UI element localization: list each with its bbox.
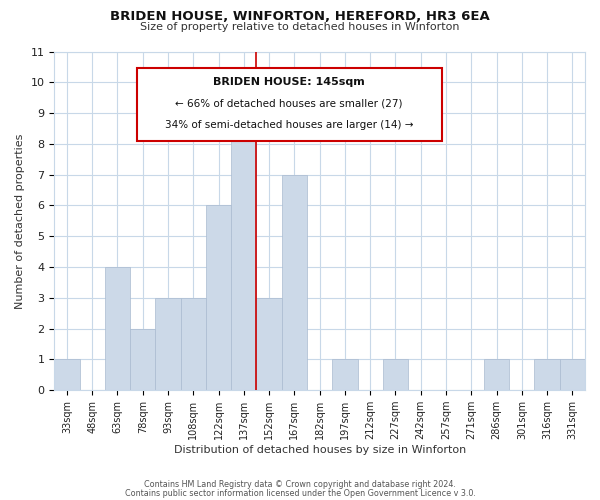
Text: BRIDEN HOUSE: 145sqm: BRIDEN HOUSE: 145sqm [213, 76, 365, 86]
Text: Size of property relative to detached houses in Winforton: Size of property relative to detached ho… [140, 22, 460, 32]
FancyBboxPatch shape [137, 68, 442, 142]
Bar [484, 360, 509, 390]
Bar [560, 360, 585, 390]
Text: 34% of semi-detached houses are larger (14) →: 34% of semi-detached houses are larger (… [165, 120, 413, 130]
Bar [332, 360, 358, 390]
Bar [282, 174, 307, 390]
Bar [256, 298, 282, 390]
Text: BRIDEN HOUSE, WINFORTON, HEREFORD, HR3 6EA: BRIDEN HOUSE, WINFORTON, HEREFORD, HR3 6… [110, 10, 490, 23]
Bar [181, 298, 206, 390]
Text: Contains public sector information licensed under the Open Government Licence v : Contains public sector information licen… [125, 488, 475, 498]
Text: ← 66% of detached houses are smaller (27): ← 66% of detached houses are smaller (27… [175, 98, 403, 108]
Bar [54, 360, 80, 390]
Bar [231, 113, 256, 390]
Bar [535, 360, 560, 390]
X-axis label: Distribution of detached houses by size in Winforton: Distribution of detached houses by size … [173, 445, 466, 455]
Bar [383, 360, 408, 390]
Bar [130, 328, 155, 390]
Bar [155, 298, 181, 390]
Y-axis label: Number of detached properties: Number of detached properties [15, 133, 25, 308]
Bar [105, 267, 130, 390]
Bar [206, 206, 231, 390]
Text: Contains HM Land Registry data © Crown copyright and database right 2024.: Contains HM Land Registry data © Crown c… [144, 480, 456, 489]
